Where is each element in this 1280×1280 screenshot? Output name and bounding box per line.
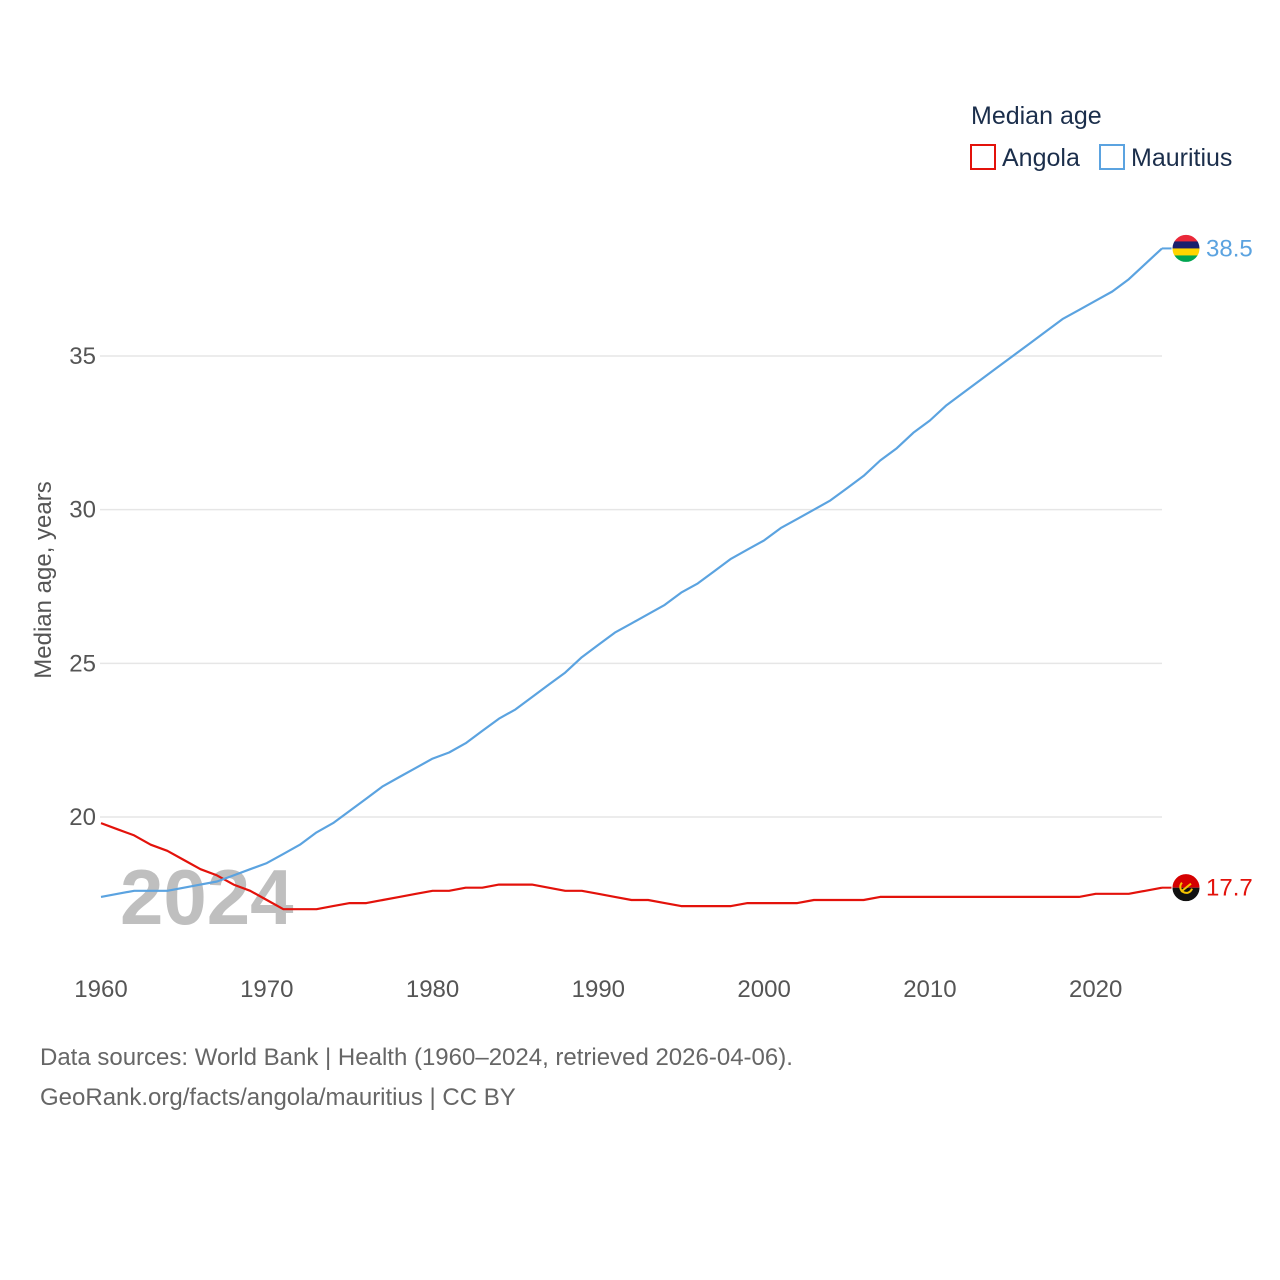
gridlines — [100, 355, 1162, 818]
source-line-2[interactable]: GeoRank.org/facts/angola/mauritius | CC … — [40, 1084, 516, 1111]
y-axis-ticks: 20 25 30 35 — [69, 343, 96, 831]
series-lines — [100, 247, 1163, 911]
angola-flag-icon — [1171, 873, 1201, 903]
y-tick-label: 25 — [69, 650, 96, 677]
x-tick-label: 1980 — [406, 976, 459, 1003]
x-tick-label: 2020 — [1069, 976, 1122, 1003]
x-tick-label: 1970 — [240, 976, 293, 1003]
x-tick-label: 1990 — [572, 976, 625, 1003]
legend-item-angola[interactable]: Angola — [970, 144, 1080, 172]
legend-swatch-angola — [970, 144, 996, 170]
x-tick-label: 2000 — [737, 976, 790, 1003]
legend-swatch-mauritius — [1099, 144, 1125, 170]
y-tick-label: 30 — [69, 497, 96, 524]
x-tick-label: 1960 — [74, 976, 127, 1003]
y-tick-label: 20 — [69, 804, 96, 831]
legend-label-mauritius: Mauritius — [1131, 144, 1232, 172]
x-tick-label: 2010 — [903, 976, 956, 1003]
legend-item-mauritius[interactable]: Mauritius — [1099, 144, 1232, 172]
end-value-label-angola: 17.7 — [1206, 875, 1253, 902]
end-labels: 17.7 38.5 — [1162, 233, 1253, 903]
y-axis-title: Median age, years — [30, 481, 57, 678]
legend-title: Median age — [971, 102, 1102, 130]
end-value-label-mauritius: 38.5 — [1206, 235, 1253, 262]
legend-label-angola: Angola — [1002, 144, 1080, 172]
y-tick-label: 35 — [69, 343, 96, 370]
year-watermark: 2024 — [120, 853, 294, 941]
source-line-1: Data sources: World Bank | Health (1960–… — [40, 1044, 793, 1071]
series-line-mauritius[interactable] — [100, 247, 1163, 898]
series-line-angola[interactable] — [100, 822, 1163, 911]
x-axis-ticks: 1960 1970 1980 1990 2000 2010 2020 — [74, 976, 1122, 1003]
mauritius-flag-icon — [1171, 233, 1201, 263]
